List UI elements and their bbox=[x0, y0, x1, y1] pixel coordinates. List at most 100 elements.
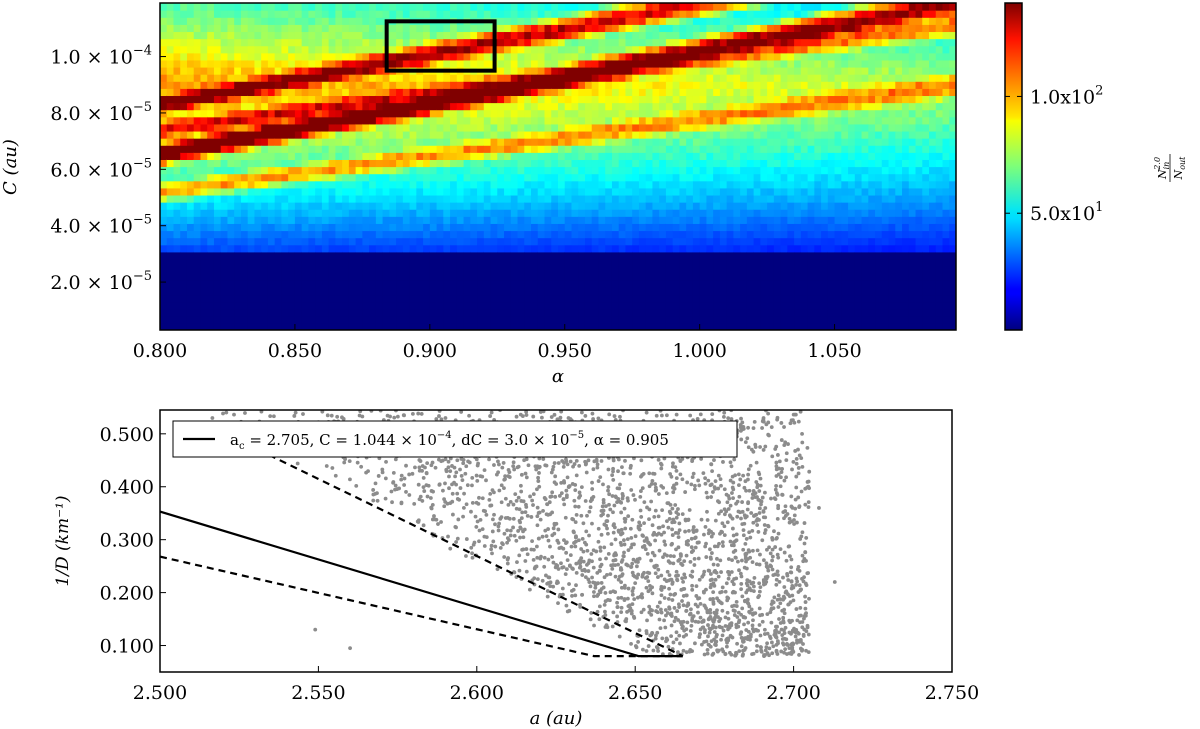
heatmap-cell bbox=[375, 152, 384, 160]
heatmap-cell bbox=[321, 194, 330, 203]
heatmap-cell bbox=[773, 280, 782, 288]
heatmap-cell bbox=[375, 223, 384, 232]
heatmap-cell bbox=[605, 59, 613, 68]
heatmap-cell bbox=[632, 223, 640, 232]
heatmap-cell bbox=[504, 52, 512, 61]
heatmap-cell bbox=[166, 273, 175, 281]
heatmap-cell bbox=[166, 301, 175, 310]
heatmap-cell bbox=[166, 17, 175, 25]
heatmap-cell bbox=[773, 59, 782, 68]
heatmap-cell bbox=[686, 244, 694, 253]
heatmap-cell bbox=[402, 102, 411, 111]
heatmap-cell bbox=[321, 202, 330, 210]
heatmap-cell bbox=[348, 130, 357, 139]
heatmap-cell bbox=[166, 145, 175, 153]
heatmap-cell bbox=[416, 123, 424, 132]
heatmap-cell bbox=[490, 315, 498, 324]
heatmap-cell bbox=[584, 180, 593, 189]
heatmap-cell bbox=[294, 123, 303, 132]
heatmap-cell bbox=[477, 301, 485, 310]
heatmap-cell bbox=[463, 237, 471, 246]
heatmap-cell bbox=[274, 287, 283, 296]
heatmap-cell bbox=[861, 17, 869, 25]
heatmap-cell bbox=[821, 315, 829, 324]
heatmap-cell bbox=[598, 294, 606, 303]
heatmap-cell bbox=[746, 109, 755, 118]
heatmap-cell bbox=[180, 31, 188, 40]
heatmap-cell bbox=[375, 287, 384, 296]
heatmap-cell bbox=[510, 123, 519, 132]
heatmap-cell bbox=[578, 10, 586, 18]
heatmap-cell bbox=[558, 66, 566, 75]
heatmap-cell bbox=[321, 95, 330, 104]
heatmap-cell bbox=[564, 315, 573, 324]
heatmap-cell bbox=[301, 123, 310, 132]
heatmap-cell bbox=[261, 74, 269, 82]
heatmap-cell bbox=[200, 17, 208, 25]
heatmap-cell bbox=[780, 10, 788, 18]
heatmap-cell bbox=[767, 159, 775, 168]
heatmap-cell bbox=[827, 315, 836, 324]
heatmap-cell bbox=[618, 202, 627, 210]
heatmap-cell bbox=[733, 145, 741, 153]
heatmap-cell bbox=[578, 138, 586, 146]
heatmap-cell bbox=[807, 66, 815, 75]
heatmap-cell bbox=[841, 145, 849, 153]
heatmap-cell bbox=[294, 244, 303, 253]
heatmap-cell bbox=[429, 138, 438, 146]
heatmap-cell bbox=[510, 322, 519, 330]
heatmap-cell bbox=[780, 24, 788, 33]
heatmap-cell bbox=[524, 95, 532, 104]
heatmap-cell bbox=[713, 266, 721, 274]
heatmap-cell bbox=[463, 273, 471, 281]
heatmap-cell bbox=[470, 251, 478, 260]
heatmap-cell bbox=[288, 180, 296, 189]
heatmap-cell bbox=[240, 152, 249, 160]
heatmap-cell bbox=[645, 287, 654, 296]
heatmap-cell bbox=[450, 216, 458, 224]
heatmap-cell bbox=[220, 202, 229, 210]
heatmap-cell bbox=[267, 223, 276, 232]
heatmap-cell bbox=[342, 74, 350, 82]
heatmap-cell bbox=[888, 166, 896, 175]
heatmap-cell bbox=[193, 166, 202, 175]
heatmap-cell bbox=[584, 10, 593, 18]
heatmap-cell bbox=[868, 308, 876, 317]
heatmap-cell bbox=[773, 3, 782, 11]
heatmap-cell bbox=[854, 52, 863, 61]
heatmap-cell bbox=[746, 237, 755, 246]
heatmap-cell bbox=[186, 138, 195, 146]
heatmap-cell bbox=[375, 130, 384, 139]
heatmap-cell bbox=[342, 301, 350, 310]
heatmap-cell bbox=[186, 66, 195, 75]
heatmap-cell bbox=[598, 223, 606, 232]
heatmap-cell bbox=[841, 187, 849, 196]
heatmap-cell bbox=[362, 287, 370, 296]
heatmap-cell bbox=[247, 17, 256, 25]
heatmap-cell bbox=[598, 173, 606, 182]
heatmap-cell bbox=[814, 266, 822, 274]
heatmap-cell bbox=[875, 152, 883, 160]
heatmap-cell bbox=[220, 301, 229, 310]
heatmap-cell bbox=[726, 230, 734, 239]
heatmap-cell bbox=[679, 152, 687, 160]
heatmap-cell bbox=[686, 230, 694, 239]
heatmap-cell bbox=[261, 194, 269, 203]
heatmap-cell bbox=[436, 24, 444, 33]
heatmap-cell bbox=[686, 315, 694, 324]
heatmap-cell bbox=[645, 59, 654, 68]
heatmap-cell bbox=[342, 294, 350, 303]
heatmap-cell bbox=[200, 223, 208, 232]
heatmap-cell bbox=[450, 180, 458, 189]
heatmap-cell bbox=[875, 45, 883, 54]
heatmap-cell bbox=[274, 244, 283, 253]
heatmap-cell bbox=[800, 251, 809, 260]
heatmap-cell bbox=[794, 294, 802, 303]
heatmap-cell bbox=[355, 95, 363, 104]
heatmap-cell bbox=[699, 180, 708, 189]
heatmap-cell bbox=[821, 130, 829, 139]
heatmap-cell bbox=[267, 180, 276, 189]
heatmap-cell bbox=[881, 258, 890, 267]
heatmap-cell bbox=[443, 223, 451, 232]
heatmap-cell bbox=[267, 173, 276, 182]
